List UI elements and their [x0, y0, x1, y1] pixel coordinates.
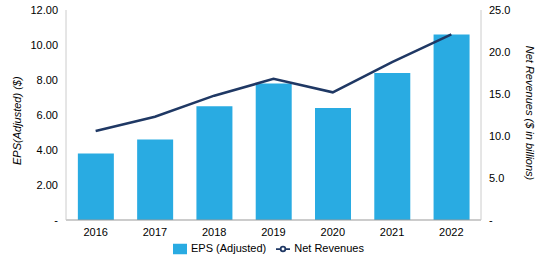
html-text:Net Revenues: Net Revenues [294, 242, 364, 254]
svg-text:2017: 2017 [143, 226, 167, 238]
svg-text:2019: 2019 [261, 226, 285, 238]
html-text:EPS (Adjusted): EPS (Adjusted) [191, 242, 267, 254]
svg-text:2016: 2016 [83, 226, 107, 238]
svg-text:2022: 2022 [439, 226, 463, 238]
svg-text:2.00: 2.00 [37, 179, 58, 191]
svg-text:8.00: 8.00 [37, 74, 58, 86]
svg-text:10.0: 10.0 [489, 130, 510, 142]
svg-text:10.00: 10.00 [30, 39, 58, 51]
svg-text:12.00: 12.00 [30, 4, 58, 16]
svg-text:-: - [489, 214, 493, 226]
svg-text:4.00: 4.00 [37, 144, 58, 156]
svg-text:2020: 2020 [321, 226, 345, 238]
svg-text:2021: 2021 [380, 226, 404, 238]
svg-text:6.00: 6.00 [37, 109, 58, 121]
svg-text:-: - [54, 214, 58, 226]
svg-text:25.0: 25.0 [489, 4, 510, 16]
svg-text:Net Revenues ($ in billions): Net Revenues ($ in billions) [524, 46, 536, 181]
svg-text:2018: 2018 [202, 226, 226, 238]
svg-text:15.0: 15.0 [489, 88, 510, 100]
svg-text:EPS(Adjusted) ($): EPS(Adjusted) ($) [11, 76, 23, 165]
svg-text:5.0: 5.0 [489, 172, 504, 184]
svg-text:20.0: 20.0 [489, 46, 510, 58]
